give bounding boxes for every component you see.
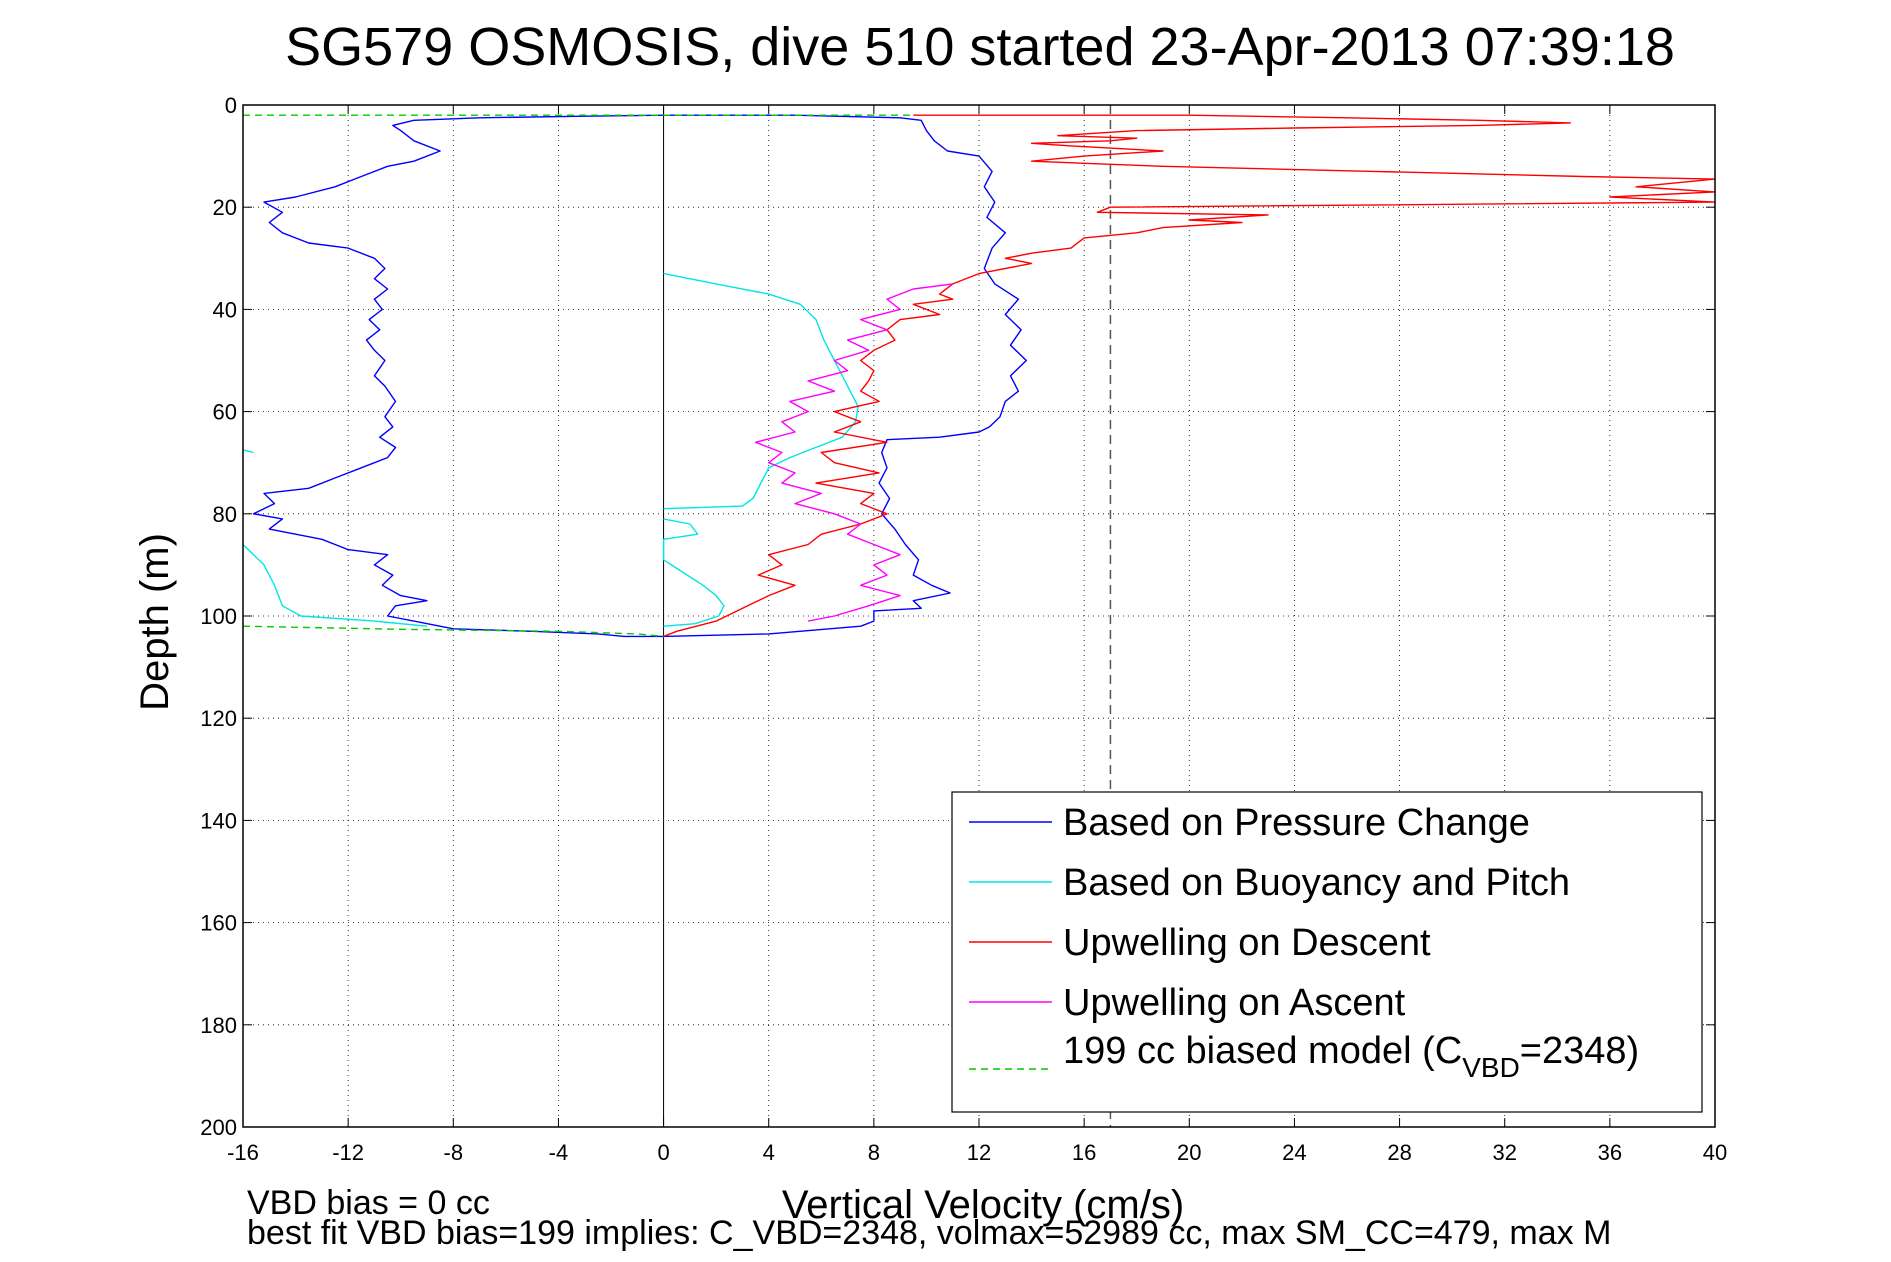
chart-title: SG579 OSMOSIS, dive 510 started 23-Apr-2… [285,17,1675,77]
x-tick-label: -4 [549,1140,569,1165]
legend-label-buoyancy: Based on Buoyancy and Pitch [1063,862,1570,904]
series-buoyancy_left [242,543,428,627]
x-axis-label: Vertical Velocity (cm/s) [782,1183,1184,1227]
x-tick-label: 28 [1387,1140,1411,1165]
legend-box [951,791,1703,1113]
series-model_bottom [242,625,664,638]
footer-line-1: VBD bias = 0 cc [247,1184,490,1222]
reference-lines [663,105,1112,1127]
x-tick-label: 40 [1703,1140,1727,1165]
x-tick-label: 4 [763,1140,775,1165]
legend-label-descent: Upwelling on Descent [1063,922,1431,964]
x-tick-label: 36 [1598,1140,1622,1165]
x-tick-label: -8 [444,1140,464,1165]
x-tick-label: 16 [1072,1140,1096,1165]
y-tick-label: 60 [213,400,237,425]
y-tick-label: 40 [213,297,237,322]
y-tick-label: 140 [200,808,237,833]
y-axis-label: Depth (m) [133,533,177,711]
x-tick-label: 8 [868,1140,880,1165]
series-upwelling_descent [663,114,1716,638]
legend-label-model-sub: VBD [1462,1052,1520,1083]
series-buoyancy_tick [242,449,254,454]
series-group [242,114,1716,638]
legend: Based on Pressure Change Based on Buoyan… [951,791,1703,1113]
y-tick-label: 20 [213,195,237,220]
legend-label-model-prefix: 199 cc biased model (C [1063,1030,1462,1072]
x-tick-label: 0 [657,1140,669,1165]
series-pressure_descent [663,114,1028,638]
series-pressure_ascent [252,114,664,638]
x-tick-label: 32 [1492,1140,1516,1165]
y-tick-label: 100 [200,604,237,629]
x-tick-label: 20 [1177,1140,1201,1165]
series-buoyancy_main [663,272,859,510]
legend-label-model: 199 cc biased model (CVBD=2348) [1063,1030,1639,1083]
y-tick-label: 0 [225,93,237,118]
series-upwelling_ascent [754,283,953,622]
y-tick-label: 180 [200,1013,237,1038]
y-tick-label: 160 [200,911,237,936]
legend-label-ascent: Upwelling on Ascent [1063,982,1406,1024]
x-tick-label: -12 [332,1140,364,1165]
tick-labels: -16 -12 -8 -4 0 4 8 12 16 20 24 28 32 36 40 0 20 40 60 80 10… [200,93,1727,1165]
y-tick-label: 200 [200,1115,237,1140]
x-tick-label: 24 [1282,1140,1306,1165]
footer-line-2: best fit VBD bias=199 implies: C_VBD=234… [247,1214,1611,1252]
legend-label-model-suffix: =2348) [1520,1030,1639,1072]
series-buoyancy_lower [662,518,725,627]
x-tick-label: 12 [967,1140,991,1165]
legend-label-pressure: Based on Pressure Change [1063,802,1530,844]
x-tick-label: -16 [227,1140,259,1165]
y-tick-label: 120 [200,706,237,731]
y-tick-label: 80 [213,502,237,527]
